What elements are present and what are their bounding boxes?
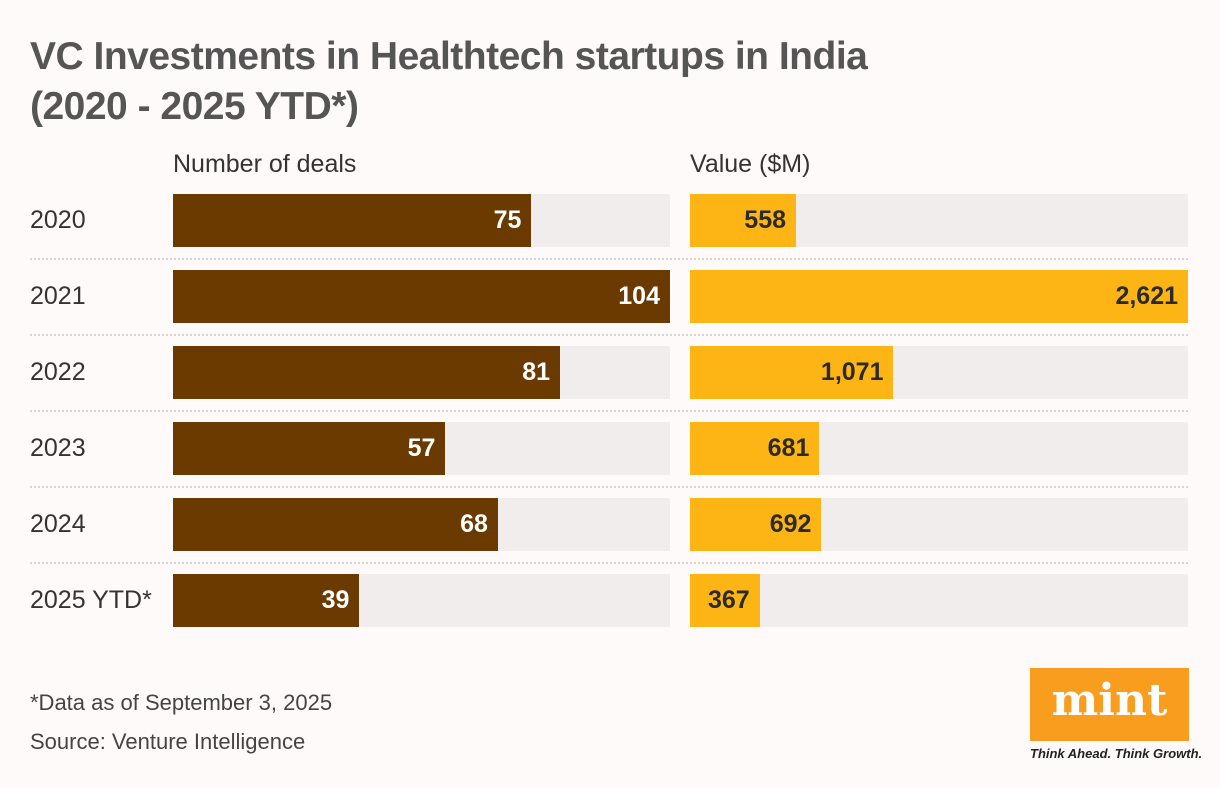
bar [690,270,1188,323]
logo-tagline: Think Ahead. Think Growth. [1030,746,1203,761]
bar-track: 1,071 [690,346,1188,399]
data-label: 692 [769,510,812,538]
bar-track: 81 [173,346,670,399]
bar [173,194,532,247]
data-label: 81 [522,358,551,386]
data-label: 1,071 [820,358,884,386]
bar-track: 68 [173,498,670,551]
data-label: 75 [493,206,522,234]
bar-track: 57 [173,422,670,475]
source: Source: Venture Intelligence [30,729,306,754]
bar [173,574,360,627]
data-label: 57 [407,434,436,462]
category-label: 2022 [30,358,86,386]
footnote: *Data as of September 3, 2025 [30,690,333,715]
category-label: 2024 [30,510,86,538]
row-divider [30,334,1188,336]
title-line-1: VC Investments in Healthtech startups in… [30,35,868,78]
data-label: 68 [460,510,488,538]
bar [690,422,820,475]
bar [690,574,760,627]
series-header-deals: Number of deals [173,150,357,178]
bar-track: 692 [690,498,1188,551]
bar-track: 681 [690,422,1188,475]
bar [173,498,498,551]
row-divider [30,410,1188,412]
mint-logo: mint [1030,668,1189,741]
data-label: 681 [767,434,810,462]
data-label: 367 [708,586,750,614]
category-label: 2025 YTD* [30,586,152,614]
data-label: 39 [321,586,350,614]
chart-title: VC Investments in Healthtech startups in… [30,32,868,132]
bar [173,270,670,323]
data-label: 2,621 [1115,282,1178,310]
bar-track: 367 [690,574,1188,627]
bar-track: 2,621 [690,270,1188,323]
bar [690,194,797,247]
row-divider [30,562,1188,564]
category-label: 2021 [30,282,86,310]
bar-track: 39 [173,574,670,627]
bar-track: 558 [690,194,1188,247]
bar [690,498,822,551]
data-label: 104 [618,282,660,310]
bar-track: 104 [173,270,670,323]
title-line-2: (2020 - 2025 YTD*) [30,85,359,128]
series-header-value: Value ($M) [690,150,811,178]
row-divider [30,486,1188,488]
category-label: 2023 [30,434,86,462]
bar [690,346,894,399]
category-label: 2020 [30,206,86,234]
bar [173,422,446,475]
row-divider [30,258,1188,260]
data-label: 558 [744,206,787,234]
bar [173,346,561,399]
bar-track: 75 [173,194,670,247]
